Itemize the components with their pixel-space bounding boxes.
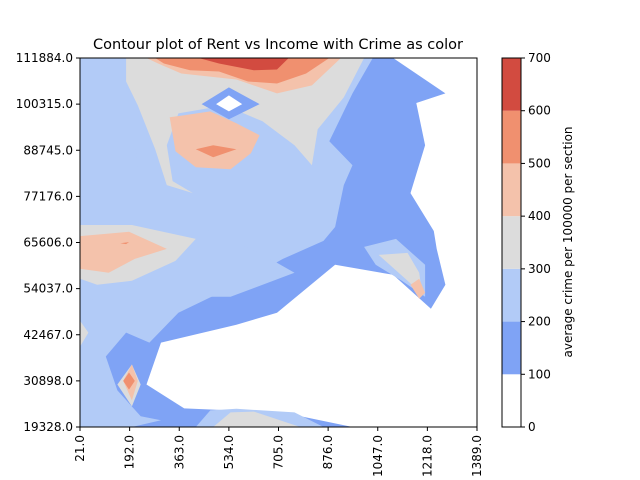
- colorbar-swatch: [502, 321, 521, 375]
- colorbar-label: average crime per 100000 per section: [561, 126, 575, 357]
- y-tick-label: 88745.0: [23, 143, 73, 157]
- contour-region-level-5: [120, 242, 129, 245]
- colorbar-swatch: [502, 374, 521, 427]
- contour-region-level-3: [213, 411, 301, 427]
- colorbar-swatch: [502, 110, 521, 164]
- colorbar-swatches: [502, 58, 521, 427]
- colorbar-ticks: 0 100 200 300 400 500 600 700: [521, 51, 551, 434]
- colorbar-tick-label: 500: [528, 156, 551, 170]
- x-tick-label: 1047.0: [371, 435, 385, 477]
- contour-region-level-4: [169, 111, 260, 170]
- colorbar-tick-label: 300: [528, 262, 551, 276]
- y-tick-label: 42467.0: [23, 328, 73, 342]
- y-tick-label: 54037.0: [23, 282, 73, 296]
- x-tick-label: 534.0: [222, 435, 236, 469]
- contour-region-level-5: [123, 372, 135, 390]
- y-axis: 19328.0 30898.0 42467.0 54037.0 65606.0 77176…: [16, 51, 80, 434]
- colorbar-swatch: [502, 163, 521, 217]
- x-tick-label: 705.0: [272, 435, 286, 469]
- x-tick-label: 876.0: [321, 435, 335, 469]
- chart-title: Contour plot of Rent vs Income with Crim…: [93, 37, 463, 53]
- contour-region-level-6: [198, 58, 289, 71]
- contour-region-level-3: [126, 58, 365, 194]
- y-tick-label: 100315.0: [16, 97, 73, 111]
- colorbar-swatch: [502, 216, 521, 269]
- colorbar-tick-label: 0: [528, 420, 536, 434]
- contour-fills: [80, 58, 446, 427]
- y-tick-label: 19328.0: [23, 420, 73, 434]
- y-tick-label: 65606.0: [23, 236, 73, 250]
- plot-area: [79, 57, 478, 428]
- contour-region-level-3: [80, 320, 89, 347]
- colorbar-tick-label: 600: [528, 104, 551, 118]
- x-tick-label: 1218.0: [420, 435, 434, 477]
- y-tick-label: 111884.0: [16, 51, 73, 65]
- colorbar-swatch: [502, 268, 521, 322]
- colorbar-swatch: [502, 58, 521, 111]
- contour-region-level-5: [195, 145, 237, 158]
- x-axis: 21.0 192.0 363.0 534.0 705.0 876.0 1047.0 1218.…: [73, 427, 484, 477]
- colorbar-tick-label: 200: [528, 315, 551, 329]
- x-tick-label: 363.0: [172, 435, 186, 469]
- x-tick-label: 192.0: [123, 435, 137, 469]
- colorbar-frame: [501, 57, 522, 428]
- y-tick-label: 77176.0: [23, 189, 73, 203]
- x-tick-label: 21.0: [73, 435, 87, 462]
- x-tick-label: 1389.0: [470, 435, 484, 477]
- colorbar-tick-label: 400: [528, 209, 551, 223]
- y-tick-label: 30898.0: [23, 374, 73, 388]
- contour-region-level-5: [155, 58, 330, 84]
- contour-region-level-0: [216, 95, 243, 112]
- contour-region-level-4: [80, 231, 167, 273]
- colorbar-tick-label: 700: [528, 51, 551, 65]
- contour-region-level-4: [410, 278, 426, 299]
- colorbar: 0 100 200 300 400 500 600 700 average crime per…: [501, 51, 575, 434]
- colorbar-tick-label: 100: [528, 367, 551, 381]
